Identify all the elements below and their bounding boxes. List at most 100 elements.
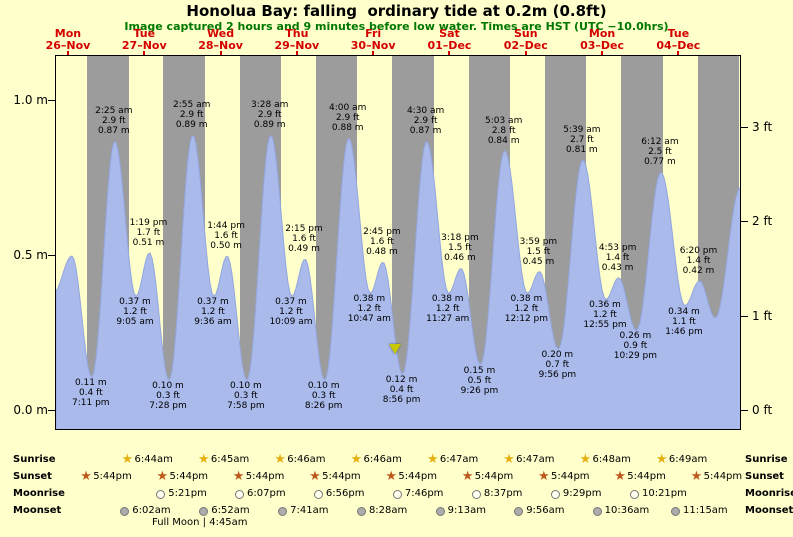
tide-chart-page: Honolua Bay: falling ordinary tide at 0.… xyxy=(0,0,793,537)
sunset-row-label: Sunset xyxy=(745,471,784,482)
moonset-moon-icon xyxy=(593,507,602,516)
annotation-line: 2.9 ft xyxy=(155,110,229,120)
low-tide-annotation: 0.38 m1.2 ft10:47 am xyxy=(332,294,406,324)
moonrise-time: 6:56pm xyxy=(326,488,365,499)
moonset-time: 9:56am xyxy=(526,505,564,516)
annotation-line: 0.87 m xyxy=(77,126,151,136)
sunrise-star-icon: ★ xyxy=(198,453,210,466)
annotation-line: 0.3 ft xyxy=(209,391,283,401)
sunset-star-icon: ★ xyxy=(462,470,474,483)
sunset-star-icon: ★ xyxy=(691,470,703,483)
sunset-star-icon: ★ xyxy=(309,470,321,483)
y-axis-label-ft: 3 ft xyxy=(752,120,772,134)
low-tide-annotation: 0.37 m1.2 ft9:05 am xyxy=(98,297,172,327)
moonrise-moon-icon xyxy=(314,490,323,499)
annotation-line: 12:12 pm xyxy=(489,314,563,324)
sunrise-star-icon: ★ xyxy=(503,453,515,466)
annotation-line: 1.5 ft xyxy=(423,243,497,253)
y-axis-tick xyxy=(48,255,55,256)
annotation-line: 0.3 ft xyxy=(287,391,361,401)
moonset-moon-icon xyxy=(278,507,287,516)
moonset-moon-icon xyxy=(199,507,208,516)
sunset-star-icon: ★ xyxy=(80,470,92,483)
high-tide-annotation: 6:12 am2.5 ft0.77 m xyxy=(623,137,697,167)
moonset-time: 6:02am xyxy=(132,505,170,516)
annotation-line: 0.89 m xyxy=(233,120,307,130)
annotation-line: 0.88 m xyxy=(311,123,385,133)
sunset-time: 5:44pm xyxy=(551,471,590,482)
low-tide-annotation: 0.10 m0.3 ft7:28 pm xyxy=(131,381,205,411)
annotation-line: 1.2 ft xyxy=(254,307,328,317)
annotation-line: 1.2 ft xyxy=(568,310,642,320)
annotation-line: 1.2 ft xyxy=(489,304,563,314)
day-label: Sat01–Dec xyxy=(414,28,484,52)
moonrise-time: 10:21pm xyxy=(642,488,687,499)
annotation-line: 0.20 m xyxy=(520,350,594,360)
sunset-time: 5:44pm xyxy=(246,471,285,482)
moonrise-time: 9:29pm xyxy=(563,488,602,499)
annotation-line: 1.2 ft xyxy=(332,304,406,314)
annotation-line: 0.12 m xyxy=(365,375,439,385)
annotation-line: 0.42 m xyxy=(662,266,736,276)
y-axis-tick xyxy=(48,410,55,411)
sunrise-time: 6:47am xyxy=(440,454,478,465)
low-tide-annotation: 0.37 m1.2 ft10:09 am xyxy=(254,297,328,327)
high-tide-annotation: 5:03 am2.8 ft0.84 m xyxy=(467,116,541,146)
high-tide-annotation: 1:44 pm1.6 ft0.50 m xyxy=(189,221,263,251)
moonset-moon-icon xyxy=(436,507,445,516)
annotation-line: 8:56 pm xyxy=(365,395,439,405)
annotation-line: 0.38 m xyxy=(411,294,485,304)
moonrise-moon-icon xyxy=(551,490,560,499)
annotation-line: 9:26 pm xyxy=(442,386,516,396)
high-tide-annotation: 1:19 pm1.7 ft0.51 m xyxy=(111,218,185,248)
annotation-line: 2.9 ft xyxy=(77,116,151,126)
full-moon-note: Full Moon | 4:45am xyxy=(152,517,248,528)
sunset-star-icon: ★ xyxy=(156,470,168,483)
y-axis-tick xyxy=(48,100,55,101)
sunset-star-icon: ★ xyxy=(233,470,245,483)
day-label: Thu29–Nov xyxy=(262,28,332,52)
low-tide-annotation: 0.37 m1.2 ft9:36 am xyxy=(176,297,250,327)
annotation-line: 1.4 ft xyxy=(662,256,736,266)
moonset-time: 7:41am xyxy=(290,505,328,516)
sunrise-time: 6:48am xyxy=(593,454,631,465)
annotation-line: 2.9 ft xyxy=(233,110,307,120)
annotation-line: 0.50 m xyxy=(189,241,263,251)
moonrise-time: 5:21pm xyxy=(168,488,207,499)
annotation-line: 0.43 m xyxy=(581,263,655,273)
annotation-line: 2:15 pm xyxy=(267,224,341,234)
low-tide-annotation: 0.11 m0.4 ft7:11 pm xyxy=(54,378,128,408)
annotation-line: 0.38 m xyxy=(332,294,406,304)
y-axis-label-m: 1.0 m xyxy=(8,93,48,107)
y-axis-label-ft: 2 ft xyxy=(752,214,772,228)
moonset-moon-icon xyxy=(120,507,129,516)
annotation-line: 7:11 pm xyxy=(54,398,128,408)
annotation-line: 2:55 am xyxy=(155,100,229,110)
annotation-line: 0.49 m xyxy=(267,244,341,254)
annotation-line: 0.89 m xyxy=(155,120,229,130)
moonrise-row-label: Moonrise xyxy=(13,488,65,499)
high-tide-annotation: 3:18 pm1.5 ft0.46 m xyxy=(423,233,497,263)
moonrise-moon-icon xyxy=(235,490,244,499)
sunrise-time: 6:47am xyxy=(516,454,554,465)
sunrise-time: 6:46am xyxy=(364,454,402,465)
y-axis-tick xyxy=(741,127,748,128)
low-tide-annotation: 0.10 m0.3 ft7:58 pm xyxy=(209,381,283,411)
high-tide-annotation: 3:59 pm1.5 ft0.45 m xyxy=(501,237,575,267)
low-tide-annotation: 0.10 m0.3 ft8:26 pm xyxy=(287,381,361,411)
annotation-line: 2.8 ft xyxy=(467,126,541,136)
moonrise-time: 7:46pm xyxy=(405,488,444,499)
high-tide-annotation: 4:30 am2.9 ft0.87 m xyxy=(389,106,463,136)
high-tide-annotation: 4:00 am2.9 ft0.88 m xyxy=(311,103,385,133)
annotation-line: 6:20 pm xyxy=(662,246,736,256)
y-axis-label-m: 0.0 m xyxy=(8,403,48,417)
day-label: Mon26–Nov xyxy=(33,28,103,52)
sunrise-time: 6:45am xyxy=(211,454,249,465)
sunrise-star-icon: ★ xyxy=(274,453,286,466)
annotation-line: 3:28 am xyxy=(233,100,307,110)
sunset-time: 5:44pm xyxy=(93,471,132,482)
moonset-moon-icon xyxy=(357,507,366,516)
annotation-line: 0.48 m xyxy=(345,247,419,257)
annotation-line: 0.81 m xyxy=(545,145,619,155)
sunrise-star-icon: ★ xyxy=(351,453,363,466)
